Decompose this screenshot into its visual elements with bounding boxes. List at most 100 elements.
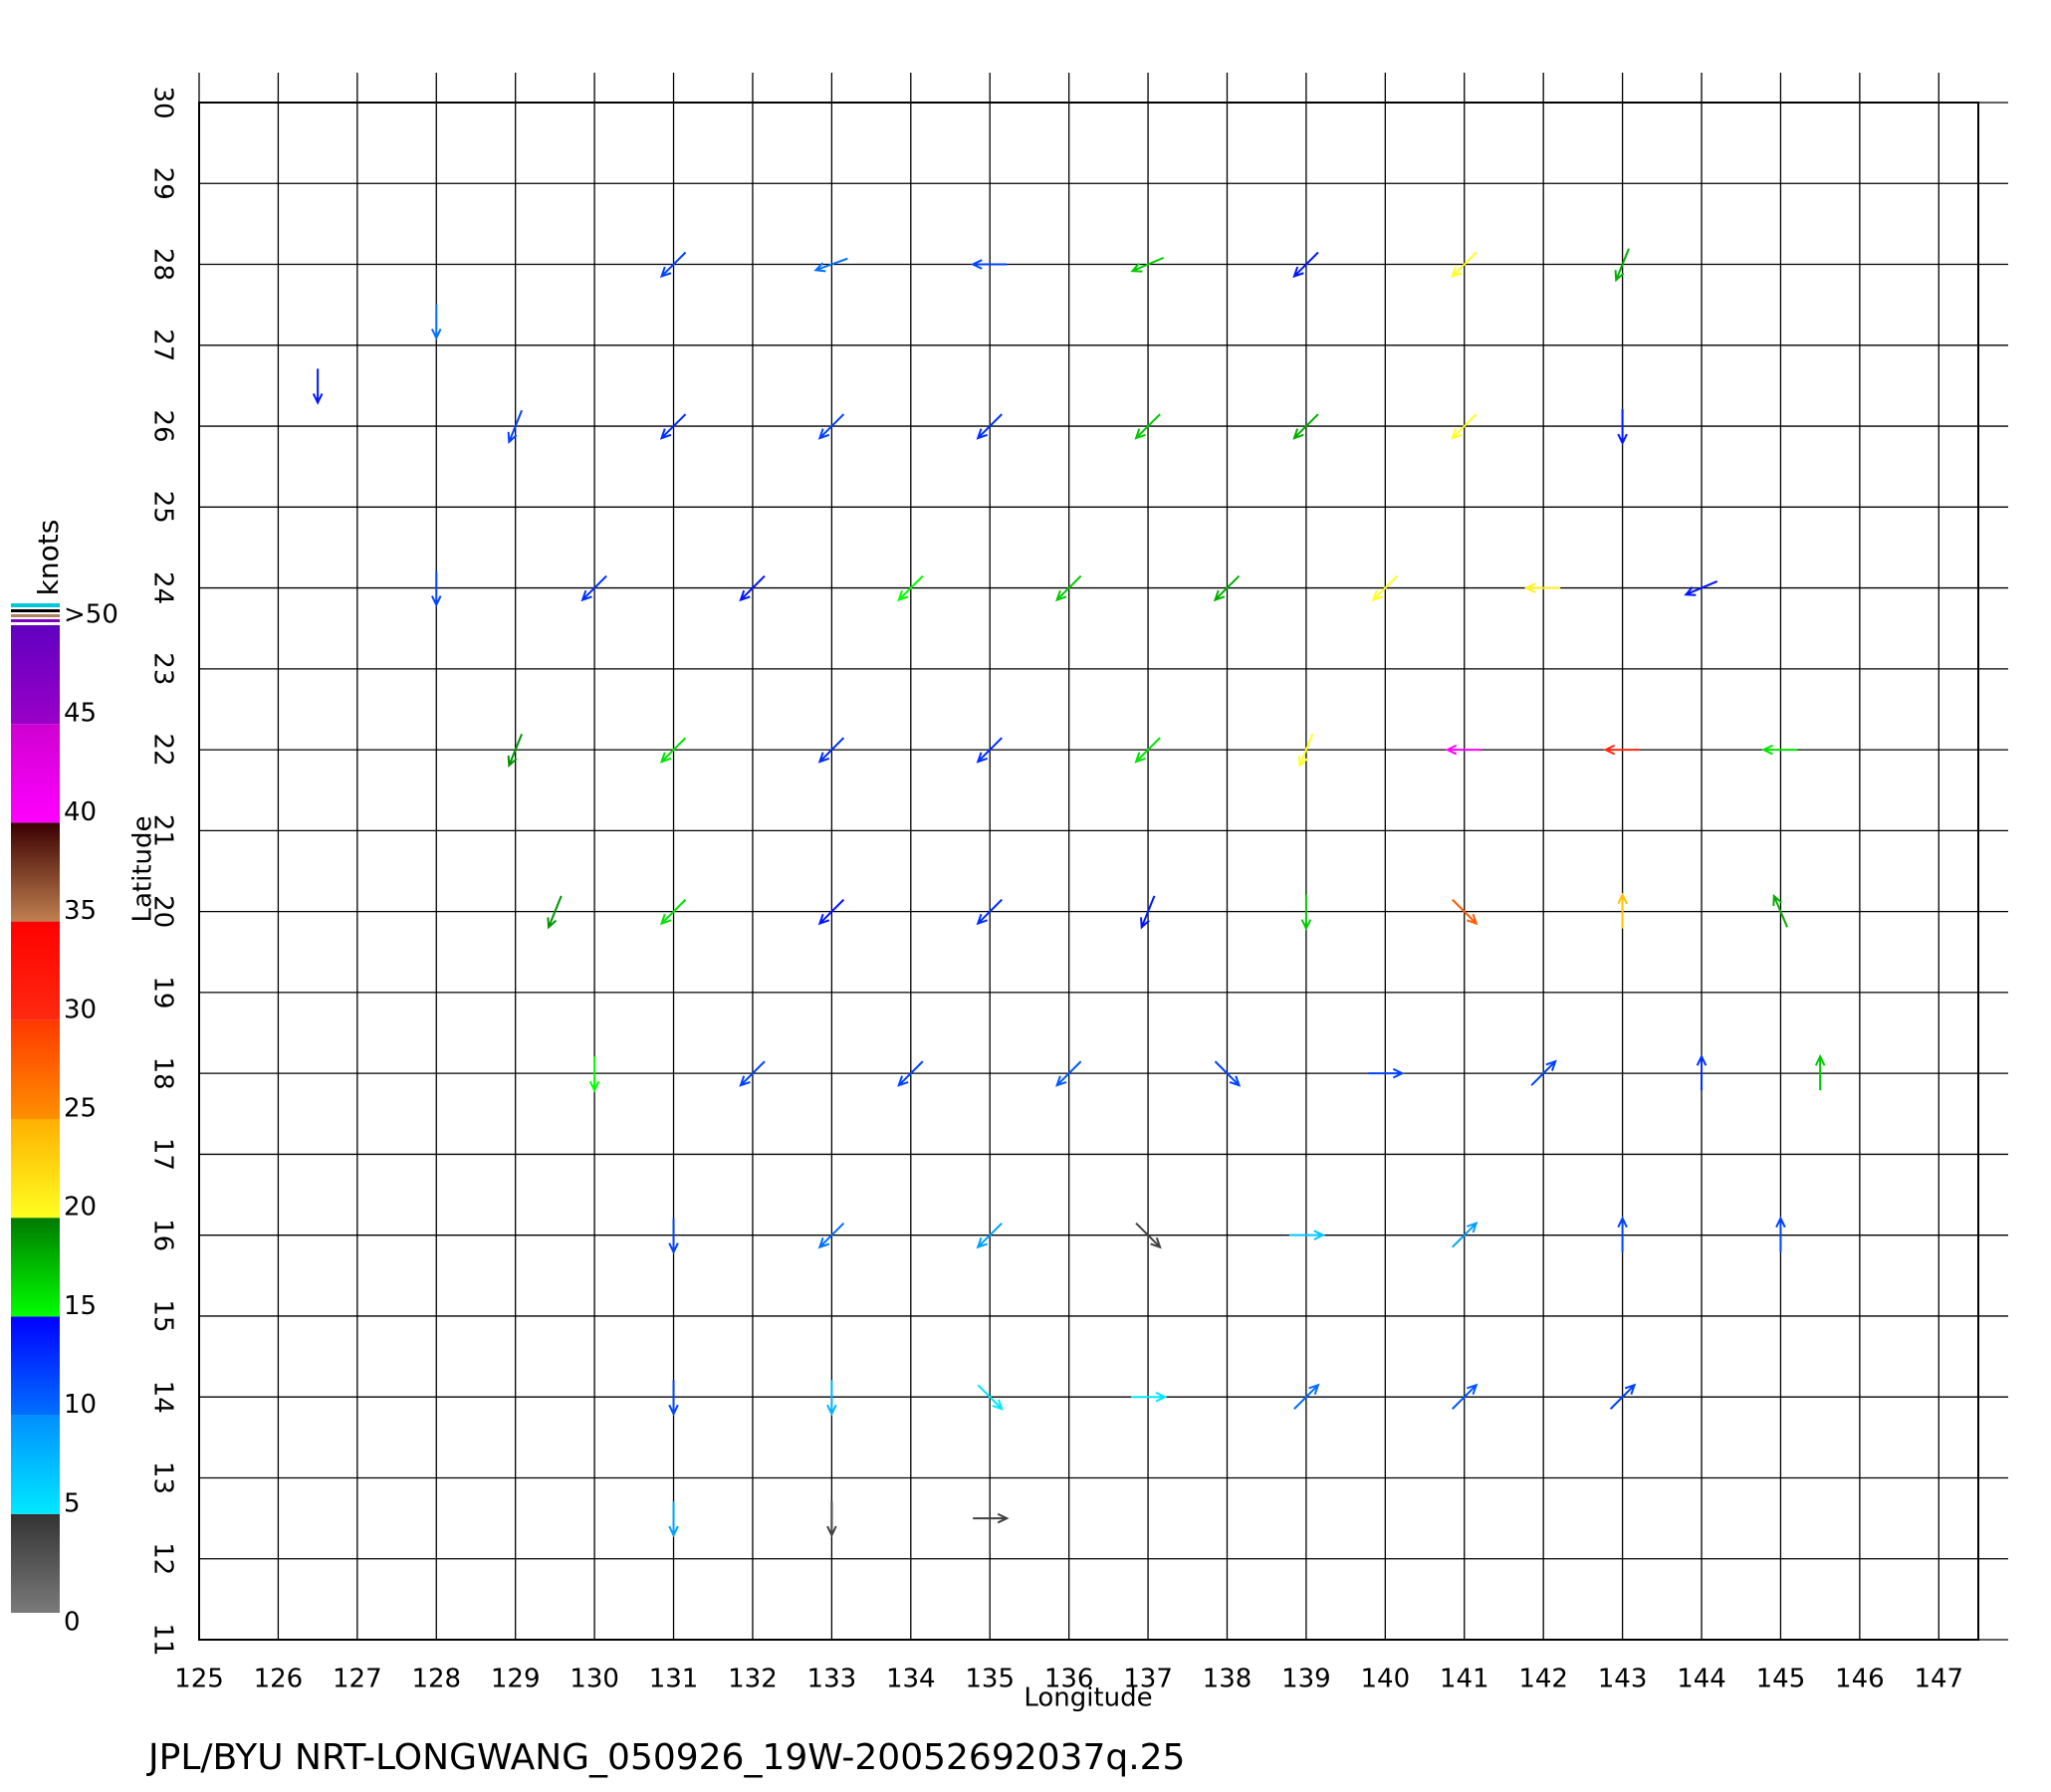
- wind-vector: [817, 413, 845, 440]
- wind-vector: [1135, 1222, 1162, 1249]
- colorbar-segment: [11, 1316, 60, 1416]
- wind-vector: [1213, 574, 1241, 602]
- wind-vector: [1292, 251, 1319, 279]
- wind-vector: [431, 304, 442, 340]
- wind-vector: [1452, 898, 1479, 926]
- y-tick-label: 13: [148, 1461, 178, 1494]
- wind-vector: [973, 1512, 1010, 1524]
- wind-vector: [1445, 744, 1481, 756]
- wind-vector: [976, 1222, 1003, 1249]
- wind-vector: [1761, 744, 1798, 756]
- y-tick-label: 27: [148, 329, 178, 361]
- wind-vector: [668, 1218, 679, 1254]
- y-tick-label: 28: [148, 248, 178, 281]
- wind-vector: [1523, 582, 1561, 593]
- x-tick-label: 144: [1677, 1665, 1726, 1694]
- y-tick-label: 17: [148, 1138, 178, 1171]
- wind-vector: [1684, 580, 1718, 596]
- x-tick-label: 125: [174, 1665, 224, 1694]
- wind-vector: [739, 574, 766, 602]
- x-tick-label: 147: [1914, 1665, 1963, 1694]
- wind-vector: [1134, 737, 1161, 764]
- y-tick-label: 22: [148, 734, 178, 767]
- y-tick-label: 20: [148, 895, 178, 928]
- wind-vector: [897, 1060, 924, 1087]
- wind-vector: [1452, 1383, 1479, 1410]
- colorbar-segment: [11, 625, 60, 725]
- wind-vector: [1300, 894, 1312, 931]
- wind-vector: [1452, 1222, 1479, 1248]
- wind-vector: [659, 898, 687, 926]
- wind-vector: [1814, 1053, 1826, 1091]
- colorbar-tick-label: 40: [64, 797, 97, 827]
- wind-vector: [817, 1222, 845, 1249]
- colorbar-tick-label: 25: [64, 1094, 97, 1124]
- wind-vector: [739, 1060, 766, 1087]
- x-tick-label: 140: [1361, 1665, 1411, 1694]
- wind-vector: [817, 898, 845, 926]
- wind-vector: [897, 574, 924, 602]
- wind-vector: [1451, 413, 1478, 440]
- colorbar-cap: [11, 603, 60, 622]
- colorbar-segment: [11, 724, 60, 823]
- wind-vector: [1614, 248, 1630, 283]
- colorbar-segment: [11, 822, 60, 922]
- colorbar-segment: [11, 1119, 60, 1219]
- colorbar-tick-label: >50: [64, 600, 118, 630]
- wind-vector: [1617, 409, 1628, 446]
- wind-vector: [431, 570, 442, 607]
- plot-frame: [198, 102, 1979, 1641]
- y-tick-label: 18: [148, 1057, 178, 1090]
- wind-vector: [1054, 574, 1082, 602]
- x-tick-label: 143: [1598, 1665, 1648, 1694]
- wind-vector: [507, 733, 523, 768]
- y-tick-label: 25: [148, 491, 178, 524]
- wind-vector: [588, 1056, 600, 1093]
- x-tick-label: 127: [333, 1665, 382, 1694]
- y-tick-label: 24: [148, 571, 178, 604]
- chart-title: JPL/BYU NRT-LONGWANG_050926_19W-20052692…: [146, 1737, 1185, 1778]
- wind-vector: [580, 574, 607, 602]
- wind-vector: [1451, 251, 1478, 279]
- colorbar-segment: [11, 1415, 60, 1514]
- x-tick-label: 135: [965, 1665, 1015, 1694]
- colorbar-tick-label: 30: [64, 995, 97, 1024]
- wind-vector: [1288, 1230, 1326, 1240]
- wind-vector: [1131, 1391, 1168, 1403]
- wind-vector: [668, 1380, 679, 1417]
- wind-vector: [1617, 892, 1628, 929]
- colorbar-tick-label: 45: [64, 699, 97, 729]
- wind-vector: [826, 1380, 837, 1417]
- colorbar-label: knots: [32, 520, 65, 596]
- x-tick-label: 132: [728, 1665, 778, 1694]
- colorbar-tick-label: 35: [64, 896, 97, 926]
- wind-vector: [1054, 1060, 1082, 1087]
- wind-vector: [976, 737, 1003, 764]
- wind-vector: [1214, 1060, 1242, 1087]
- wind-vector: [547, 895, 563, 930]
- y-tick-label: 26: [148, 410, 178, 443]
- colorbar-segment: [11, 1218, 60, 1317]
- y-tick-label: 29: [148, 167, 178, 200]
- wind-vector: [977, 1384, 1004, 1411]
- cap-stripe: [11, 614, 60, 617]
- wind-vector: [1130, 256, 1165, 273]
- x-tick-label: 131: [649, 1665, 699, 1694]
- wind-vector: [976, 413, 1003, 440]
- colorbar-tick-label: 5: [64, 1488, 81, 1518]
- colorbar-tick-label: 20: [64, 1193, 97, 1223]
- wind-vector: [1603, 744, 1640, 756]
- y-tick-label: 11: [148, 1623, 178, 1656]
- wind-vector: [1368, 1067, 1405, 1079]
- x-tick-label: 129: [491, 1665, 541, 1694]
- wind-vector: [1775, 1216, 1786, 1252]
- wind-vector: [1297, 733, 1314, 768]
- wind-vector: [1292, 413, 1319, 440]
- wind-vector: [659, 413, 687, 440]
- x-tick-label: 126: [254, 1665, 304, 1694]
- x-tick-label: 130: [570, 1665, 619, 1694]
- colorbar-segment: [11, 921, 60, 1020]
- wind-vector: [1293, 1383, 1320, 1410]
